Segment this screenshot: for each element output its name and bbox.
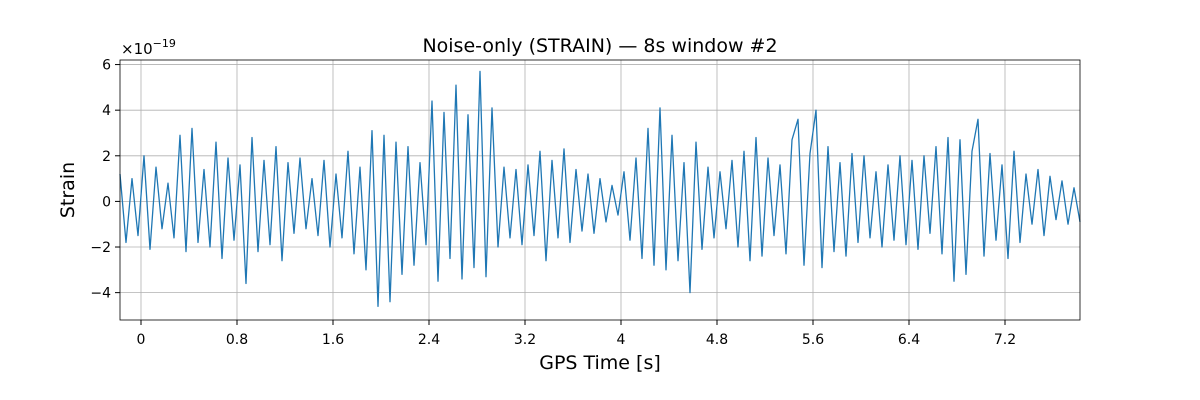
x-tick-label: 3.2 (514, 332, 536, 348)
y-tick-label: 2 (102, 149, 111, 165)
x-tick-label: 1.6 (322, 332, 344, 348)
x-tick-label: 5.6 (802, 332, 824, 348)
x-tick-label: 4 (617, 332, 626, 348)
data-line (119, 70, 1081, 307)
multiplier-base: ×10 (121, 40, 153, 58)
y-multiplier: ×10−19 (121, 37, 176, 58)
y-tick-label: −4 (90, 286, 111, 302)
x-tick-label: 7.2 (994, 332, 1016, 348)
multiplier-exponent: −19 (153, 37, 176, 50)
x-tick-label: 4.8 (706, 332, 728, 348)
x-tick-label: 0 (137, 332, 146, 348)
y-axis-label: Strain (57, 162, 79, 218)
y-tick-label: −2 (90, 240, 111, 256)
y-tick-label: 4 (102, 103, 111, 119)
y-tick-label: 0 (102, 194, 111, 210)
y-tick-label: 6 (102, 58, 111, 74)
plot-frame (119, 59, 1081, 321)
x-tick-label: 6.4 (898, 332, 920, 348)
x-axis-label: GPS Time [s] (539, 352, 661, 374)
x-tick-label: 0.8 (226, 332, 248, 348)
chart-title: Noise-only (STRAIN) — 8s window #2 (422, 35, 777, 57)
x-tick-label: 2.4 (418, 332, 440, 348)
